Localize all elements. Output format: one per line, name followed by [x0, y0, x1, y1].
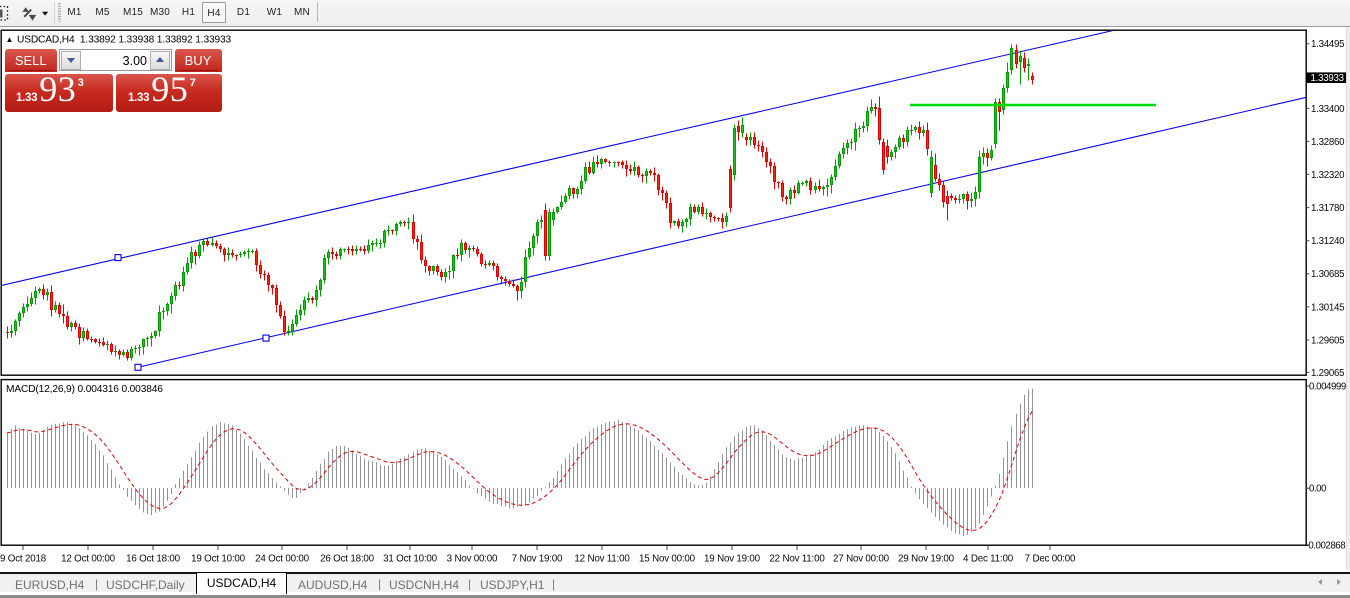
svg-text:1.30685: 1.30685: [1311, 269, 1344, 280]
svg-text:USDCAD,H4 1.33892 1.33938 1.3: USDCAD,H4 1.33892 1.33938 1.33892 1.3393…: [17, 35, 232, 46]
svg-text:1.31780: 1.31780: [1311, 203, 1345, 214]
svg-text:16 Oct 18:00: 16 Oct 18:00: [126, 554, 180, 565]
svg-text:19 Oct 10:00: 19 Oct 10:00: [191, 554, 245, 565]
svg-text:1.30145: 1.30145: [1311, 302, 1344, 313]
svg-text:31 Oct 10:00: 31 Oct 10:00: [383, 554, 437, 565]
svg-text:1.33400: 1.33400: [1311, 104, 1345, 115]
svg-text:MACD(12,26,9) 0.004316 0.00384: MACD(12,26,9) 0.004316 0.003846: [6, 384, 163, 395]
svg-text:-0.002868: -0.002868: [1306, 540, 1346, 551]
svg-text:27 Nov 00:00: 27 Nov 00:00: [833, 554, 890, 565]
svg-text:4 Dec 11:00: 4 Dec 11:00: [963, 554, 1014, 565]
svg-text:3 Nov 00:00: 3 Nov 00:00: [447, 554, 498, 565]
svg-text:12 Oct 00:00: 12 Oct 00:00: [61, 554, 115, 565]
svg-text:1.32860: 1.32860: [1311, 137, 1345, 148]
svg-text:24 Oct 00:00: 24 Oct 00:00: [255, 554, 309, 565]
svg-text:15 Nov 00:00: 15 Nov 00:00: [639, 554, 696, 565]
svg-text:9 Oct 2018: 9 Oct 2018: [0, 554, 47, 565]
svg-text:1.29065: 1.29065: [1311, 368, 1344, 379]
svg-text:1.32320: 1.32320: [1311, 170, 1345, 181]
svg-text:22 Nov 11:00: 22 Nov 11:00: [769, 554, 825, 565]
svg-text:1.34495: 1.34495: [1311, 39, 1344, 50]
svg-text:1.31240: 1.31240: [1311, 236, 1345, 247]
svg-text:7 Nov 19:00: 7 Nov 19:00: [512, 554, 563, 565]
svg-text:0.004999: 0.004999: [1309, 381, 1346, 392]
svg-text:1.33933: 1.33933: [1311, 73, 1344, 84]
svg-text:12 Nov 11:00: 12 Nov 11:00: [574, 554, 630, 565]
svg-text:▲: ▲: [6, 35, 14, 44]
svg-text:0.00: 0.00: [1309, 484, 1327, 495]
svg-text:26 Oct 18:00: 26 Oct 18:00: [320, 554, 374, 565]
svg-text:19 Nov 19:00: 19 Nov 19:00: [704, 554, 761, 565]
svg-text:29 Nov 19:00: 29 Nov 19:00: [898, 554, 955, 565]
svg-text:7 Dec 00:00: 7 Dec 00:00: [1025, 554, 1076, 565]
svg-text:1.29605: 1.29605: [1311, 335, 1344, 346]
